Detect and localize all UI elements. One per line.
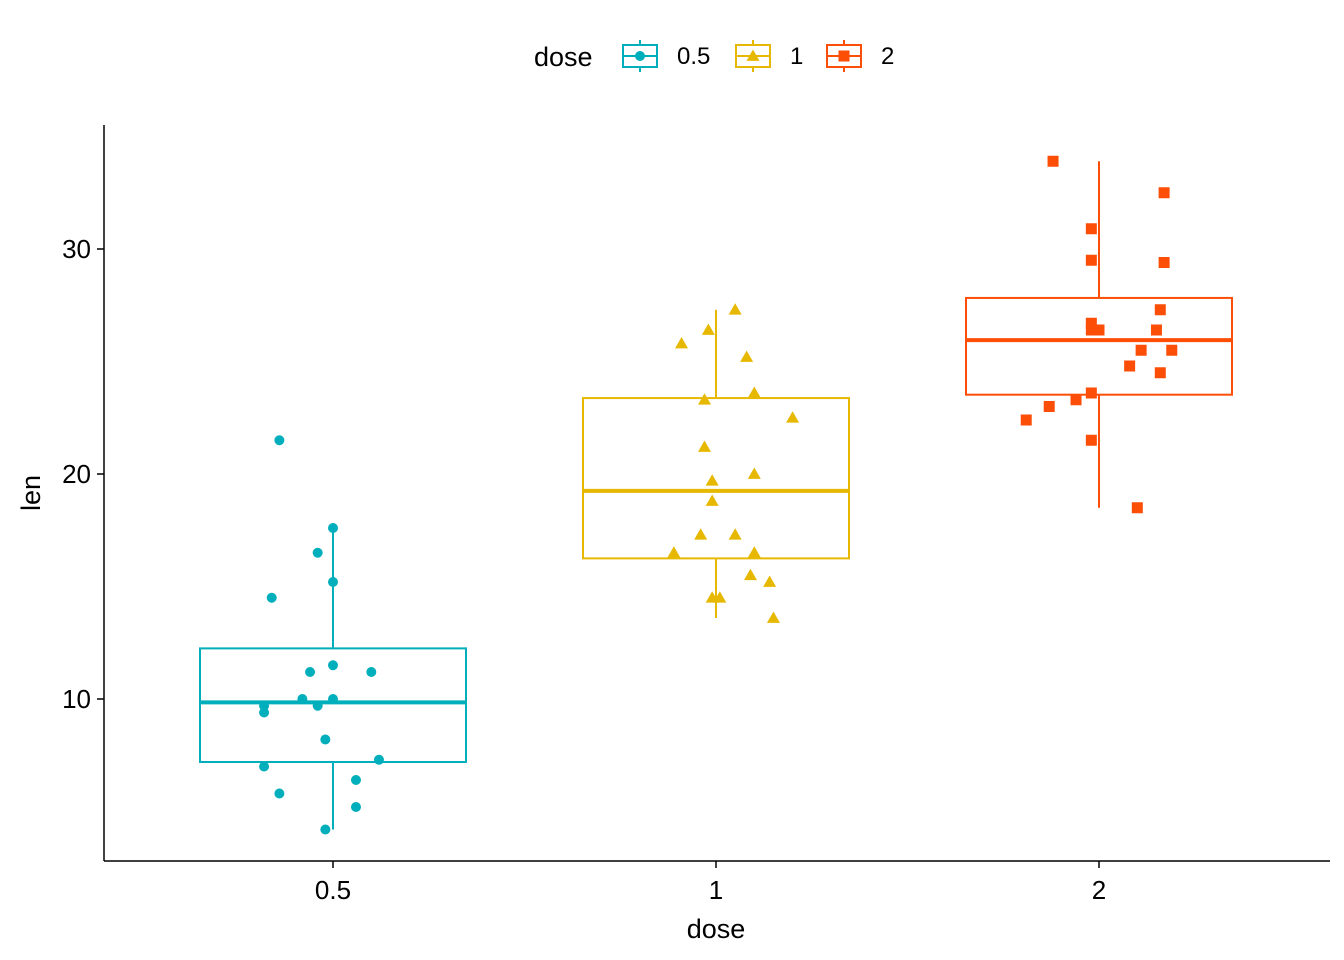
data-point bbox=[747, 467, 761, 479]
data-point bbox=[701, 323, 715, 335]
box-layer bbox=[199, 161, 1233, 830]
data-point bbox=[1070, 394, 1082, 406]
box-0.5 bbox=[199, 528, 467, 830]
data-point bbox=[740, 350, 754, 362]
data-point bbox=[350, 775, 361, 785]
data-point bbox=[667, 546, 681, 558]
data-point bbox=[1154, 367, 1166, 379]
iqr-box bbox=[965, 296, 1233, 396]
legend-keys: 0.5 1 2 bbox=[622, 40, 894, 72]
data-point bbox=[1085, 324, 1097, 336]
y-axis-ticks: 10 20 30 bbox=[62, 234, 104, 714]
data-point bbox=[328, 694, 338, 704]
data-point bbox=[1085, 254, 1097, 266]
data-point bbox=[274, 788, 285, 799]
legend-key-1: 1 bbox=[735, 40, 803, 72]
data-point bbox=[274, 435, 285, 446]
data-point bbox=[312, 547, 323, 558]
data-point bbox=[297, 694, 308, 704]
data-point bbox=[747, 386, 761, 398]
data-point bbox=[1085, 434, 1097, 446]
legend-key-0.5: 0.5 bbox=[622, 40, 710, 72]
data-point bbox=[728, 303, 742, 315]
data-point bbox=[675, 337, 689, 349]
data-point bbox=[713, 591, 727, 603]
box-1 bbox=[582, 309, 850, 618]
data-point bbox=[705, 494, 719, 506]
data-point bbox=[1085, 317, 1097, 329]
legend-label: 2 bbox=[881, 43, 894, 70]
legend-label: 1 bbox=[790, 43, 803, 70]
data-point bbox=[328, 660, 338, 671]
point-layer bbox=[259, 155, 1178, 835]
data-point bbox=[320, 824, 331, 835]
legend-label: 0.5 bbox=[677, 43, 710, 70]
data-point bbox=[1020, 414, 1032, 426]
data-point bbox=[694, 528, 708, 540]
data-point bbox=[266, 592, 277, 603]
data-point bbox=[1154, 304, 1166, 316]
legend-marker bbox=[838, 50, 850, 62]
data-point bbox=[366, 667, 377, 677]
y-tick-label: 10 bbox=[62, 684, 91, 714]
legend-marker bbox=[635, 51, 645, 61]
x-axis-title: dose bbox=[687, 914, 746, 944]
y-tick-label: 30 bbox=[62, 234, 91, 264]
data-point bbox=[1085, 223, 1097, 235]
data-point bbox=[373, 754, 384, 765]
data-point bbox=[1047, 155, 1059, 167]
data-point bbox=[259, 761, 270, 772]
legend-title: dose bbox=[534, 42, 593, 72]
data-point bbox=[1085, 387, 1097, 399]
data-point bbox=[763, 575, 777, 587]
x-tick-label: 0.5 bbox=[315, 875, 351, 905]
box-2 bbox=[965, 161, 1233, 508]
data-point bbox=[743, 568, 757, 581]
data-point bbox=[766, 611, 780, 623]
legend: dose 0.5 1 2 bbox=[534, 40, 894, 72]
data-point bbox=[320, 734, 331, 745]
data-point bbox=[1131, 502, 1143, 514]
data-point bbox=[305, 667, 316, 677]
data-point bbox=[1150, 324, 1162, 336]
data-point bbox=[698, 393, 712, 405]
legend-marker bbox=[746, 49, 760, 61]
data-point bbox=[350, 802, 361, 812]
y-tick-label: 20 bbox=[62, 459, 91, 489]
data-point bbox=[328, 523, 338, 533]
data-point bbox=[1158, 187, 1170, 199]
data-point bbox=[1124, 360, 1136, 372]
y-axis-title: len bbox=[16, 475, 46, 511]
x-axis-ticks: 0.5 1 2 bbox=[315, 861, 1106, 905]
iqr-box bbox=[582, 397, 850, 560]
data-point bbox=[747, 546, 761, 558]
x-tick-label: 1 bbox=[709, 875, 723, 905]
legend-key-2: 2 bbox=[826, 40, 894, 72]
data-point bbox=[1093, 324, 1105, 336]
data-point bbox=[698, 440, 712, 452]
data-point bbox=[1043, 401, 1055, 412]
data-point bbox=[1135, 344, 1147, 356]
data-point bbox=[1158, 257, 1170, 268]
iqr-box bbox=[199, 647, 467, 763]
data-point bbox=[728, 528, 742, 540]
data-point bbox=[312, 700, 323, 711]
data-point bbox=[786, 411, 800, 423]
data-point bbox=[259, 707, 270, 718]
data-point bbox=[705, 474, 719, 486]
data-point bbox=[1166, 344, 1178, 356]
data-point bbox=[328, 577, 338, 587]
x-tick-label: 2 bbox=[1092, 875, 1106, 905]
